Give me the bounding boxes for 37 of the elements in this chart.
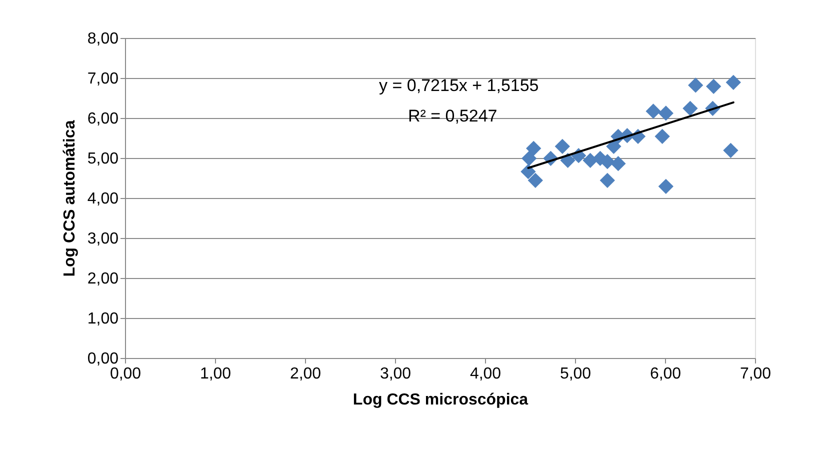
point	[600, 172, 615, 188]
point	[522, 150, 537, 166]
point	[688, 78, 704, 93]
x-tick-label: 4,00	[470, 366, 502, 382]
point	[706, 78, 722, 94]
point	[726, 74, 741, 90]
y-tick-label: 8,00	[87, 30, 119, 48]
point	[646, 104, 661, 119]
x-tick-label: 1,00	[200, 366, 232, 382]
point	[682, 100, 698, 116]
point	[554, 138, 570, 154]
annotation: y = 0,7215x + 1,5155	[379, 76, 539, 95]
x-tick-label: 6,00	[650, 366, 682, 382]
y-tick-label: 7,00	[87, 70, 119, 88]
y-tick-label: 5,00	[87, 150, 119, 168]
x-tick-label: 3,00	[380, 366, 412, 382]
y-tick-label: 3,00	[87, 230, 119, 248]
x-tick-label: 7,00	[740, 366, 772, 382]
y-tick-label: 1,00	[87, 310, 119, 328]
point	[658, 106, 674, 121]
y-tick-label: 2,00	[87, 270, 119, 288]
point	[658, 178, 674, 194]
y-tick-label: 4,00	[87, 190, 119, 208]
x-tick-label: 5,00	[560, 366, 592, 382]
point	[654, 128, 670, 144]
y-tick-label: 6,00	[87, 110, 119, 128]
point	[520, 164, 536, 180]
x-tick-label: 2,00	[290, 366, 322, 382]
point	[723, 142, 738, 158]
point	[528, 172, 543, 188]
x-axis-title: Log CCS microscópica	[352, 392, 528, 408]
x-tick-label: 0,00	[110, 366, 142, 382]
annotation: R² = 0,5247	[408, 106, 498, 126]
y-tick-label: 0,00	[87, 350, 119, 368]
point	[610, 156, 626, 172]
point	[526, 140, 542, 156]
y-axis-title: Log CCS automática	[61, 120, 78, 277]
